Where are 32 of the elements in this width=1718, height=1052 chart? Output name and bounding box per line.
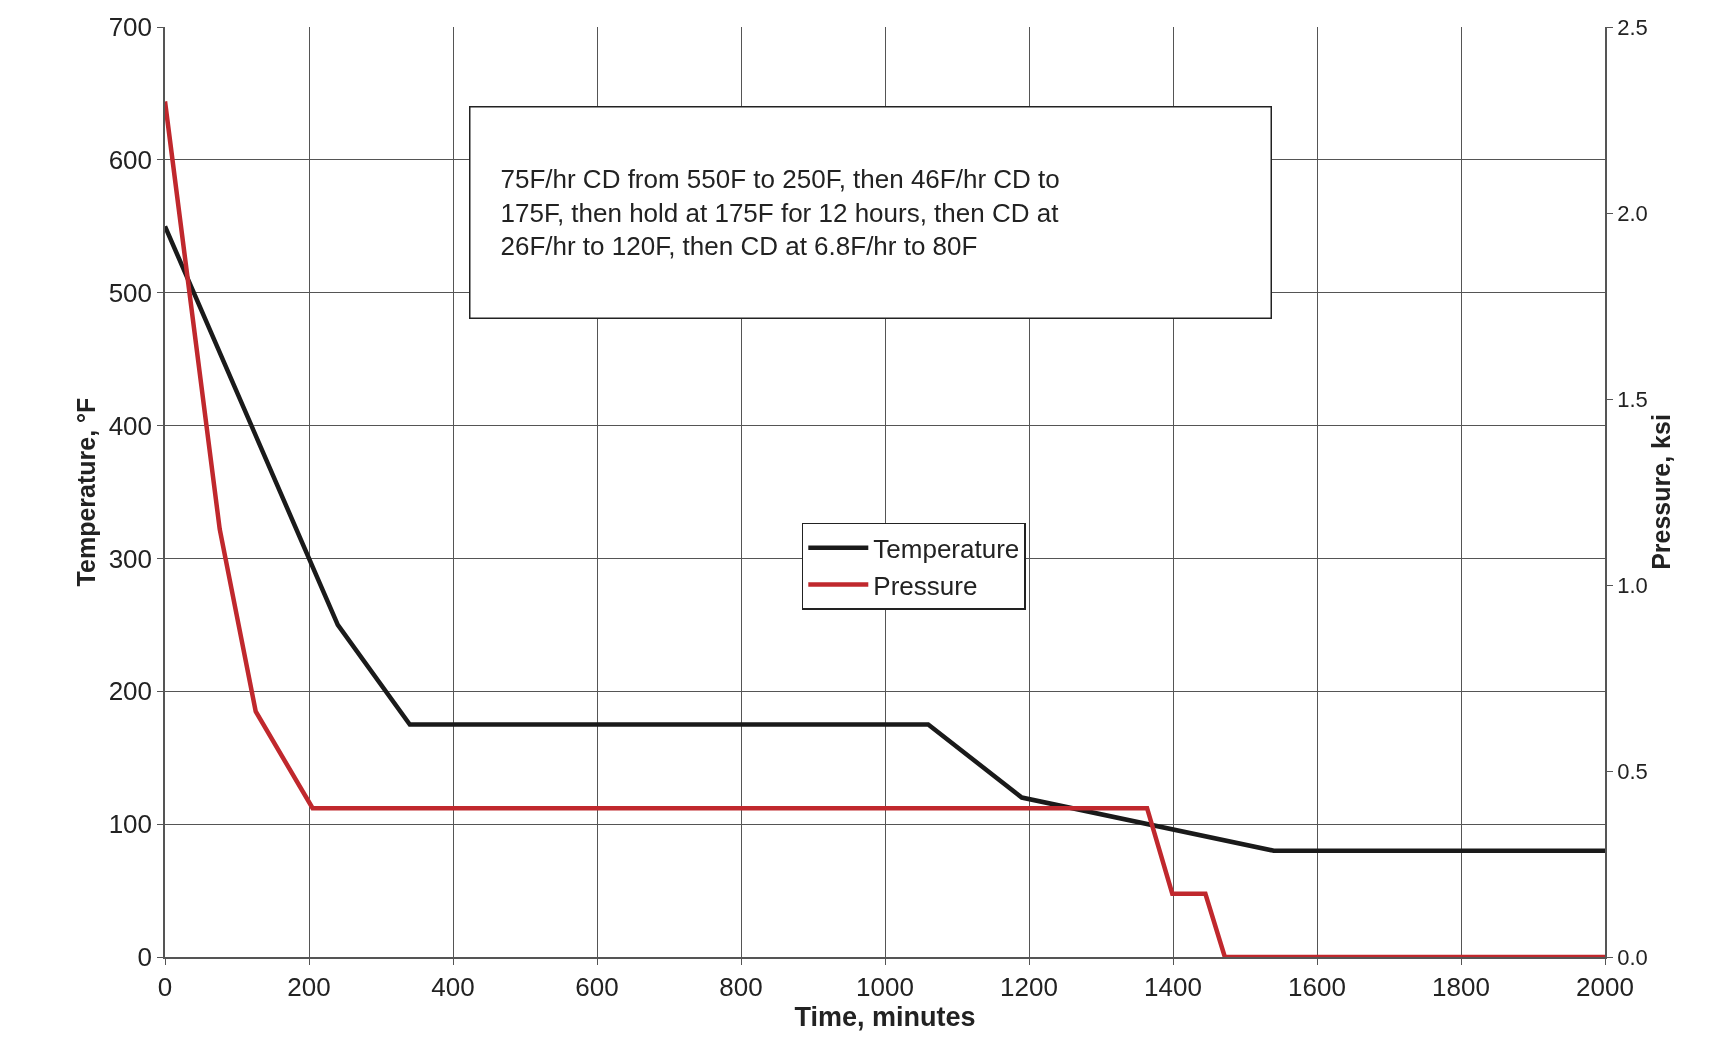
x-tick-label: 1000 (856, 971, 914, 1002)
y2-tick-label: 2.0 (1617, 200, 1648, 226)
y2-tick-label: 0.0 (1617, 944, 1648, 970)
y-tick-label: 200 (108, 676, 153, 707)
x-tick-label: 2000 (1576, 971, 1634, 1002)
y-axis-title: Temperature, °F (71, 397, 100, 587)
annotation: 75F/hr CD from 550F to 250F, then 46F/hr CD to 175F, then hold at 175F for 12 hours, then CD at 26F/hr to 120F, then CD at 6.8F/hr to 80F (500, 163, 1060, 262)
x-tick-label: 600 (575, 971, 619, 1002)
legend-label: Temperature (873, 533, 1020, 564)
x-tick-label: 1200 (1000, 971, 1058, 1002)
text-box: 75F/hr CD from 550F to 250F, then 46F/hr CD to 175F, then hold at 175F for 12 hours, then CD at 26F/hr to 120F, then CD at 6.8F/hr to 80F (469, 106, 1272, 319)
x-axis-title: Time, minutes (794, 1001, 976, 1032)
y-tick-label: 0 (137, 942, 153, 973)
y2-axis-title: Pressure, ksi (1647, 414, 1676, 570)
y2-tick-label: 1.5 (1617, 386, 1648, 412)
y-tick-label: 700 (108, 12, 153, 43)
x-tick-label: 0 (157, 971, 173, 1002)
x-tick-label: 400 (431, 971, 475, 1002)
x-tick-label: 1600 (1288, 971, 1346, 1002)
y-tick-label: 300 (108, 543, 153, 574)
y-tick-label: 400 (108, 410, 153, 441)
legend-label: Pressure (873, 570, 978, 601)
y-tick-label: 600 (108, 144, 153, 175)
y-tick-label: 100 (108, 809, 153, 840)
y-tick-label: 500 (108, 277, 153, 308)
y2-tick-label: 0.5 (1617, 758, 1648, 784)
x-tick-label: 1400 (1144, 971, 1202, 1002)
x-tick-label: 800 (719, 971, 763, 1002)
y2-tick-label: 2.5 (1617, 14, 1648, 40)
x-tick-label: 200 (287, 971, 331, 1002)
y2-tick-label: 1.0 (1617, 572, 1648, 598)
x-tick-label: 1800 (1432, 971, 1490, 1002)
